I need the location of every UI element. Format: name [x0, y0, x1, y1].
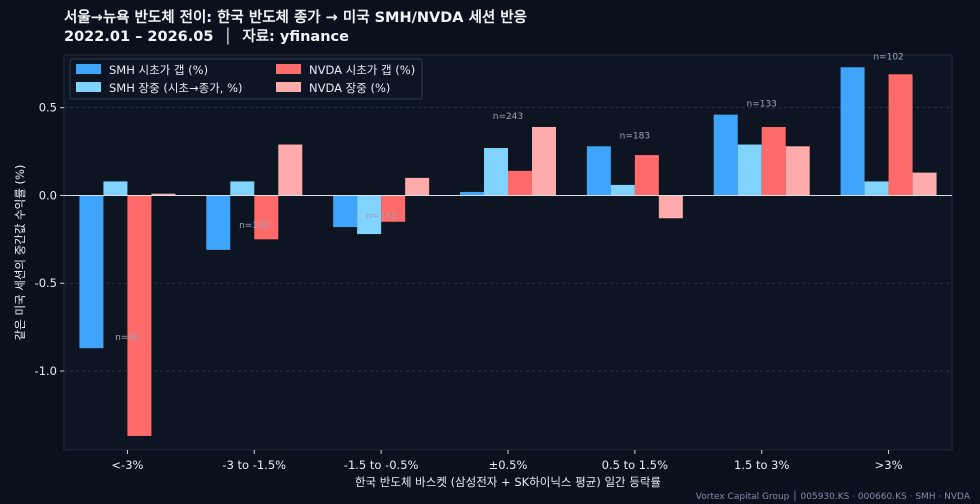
- bar-2-4: [484, 148, 508, 196]
- plot-area: [63, 54, 953, 451]
- bar-1-6: [713, 114, 738, 196]
- x-tick-label: 0.5 to 1.5%: [602, 458, 668, 472]
- legend-label-1: SMH 시초가 갭 (%): [109, 63, 208, 77]
- bar-3-3: [381, 195, 406, 222]
- bar-3-6: [761, 126, 786, 196]
- count-label: n=183: [620, 131, 650, 141]
- x-tick-label: 1.5 to 3%: [734, 458, 789, 472]
- x-tick-label: <-3%: [111, 458, 143, 472]
- bar-2-7: [864, 181, 889, 196]
- footer-text: Vortex Capital Group │ 005930.KS · 00066…: [696, 490, 971, 502]
- bar-4-4: [532, 126, 556, 196]
- bar-1-7: [840, 67, 865, 196]
- count-label: n=133: [746, 100, 776, 110]
- bar-1-3: [333, 195, 358, 228]
- x-tick-label: ±0.5%: [489, 458, 528, 472]
- bar-1-2: [206, 195, 231, 250]
- y-tick-label: 0.0: [39, 188, 57, 202]
- x-tick-label: >3%: [875, 458, 903, 472]
- bar-3-2: [254, 195, 279, 240]
- legend-box: [69, 58, 423, 100]
- bar-3-1: [127, 195, 152, 436]
- bar-2-2: [230, 181, 255, 196]
- bar-1-4: [460, 191, 484, 196]
- title-line-2: 2022.01 – 2026.05 │ 자료: yfinance: [64, 29, 349, 45]
- bar-3-4: [508, 170, 532, 196]
- bar-4-1: [151, 193, 176, 196]
- title-line-1: 서울→뉴욕 반도체 전이: 한국 반도체 종가 → 미국 SMH/NVDA 세션…: [64, 10, 527, 26]
- legend-label-3: NVDA 시초가 갭 (%): [309, 63, 415, 77]
- legend-label-2: SMH 장중 (시초→종가, %): [109, 81, 243, 95]
- legend-swatch-3: [276, 64, 301, 74]
- bars: [79, 67, 937, 436]
- y-tick-label: -1.0: [35, 364, 57, 378]
- bar-4-5: [658, 195, 683, 219]
- bar-1-1: [79, 195, 104, 349]
- bar-4-7: [912, 172, 937, 196]
- bar-2-3: [357, 195, 382, 235]
- bar-1-5: [586, 146, 611, 196]
- x-tick-label: -1.5 to -0.5%: [344, 458, 419, 472]
- legend-swatch-2: [76, 82, 101, 92]
- legend-label-4: NVDA 장중 (%): [309, 81, 390, 95]
- count-label: n=102: [873, 52, 903, 62]
- x-tick-label: -3 to -1.5%: [222, 458, 286, 472]
- y-tick-label: 0.5: [39, 101, 57, 115]
- bar-4-2: [278, 144, 303, 196]
- legend-swatch-4: [276, 82, 301, 92]
- bar-2-1: [103, 181, 128, 196]
- y-axis-label: 같은 미국 세션의 중간값 수익률 (%): [13, 165, 27, 341]
- count-label: n=60: [115, 333, 140, 343]
- legend: SMH 시초가 갭 (%) SMH 장중 (시초→종가, %) NVDA 시초가 갭…: [69, 58, 423, 100]
- bar-2-6: [737, 144, 762, 196]
- x-axis-label: 한국 반도체 바스켓 (삼성전자 + SK하이닉스 평균) 일간 등락률: [355, 475, 661, 489]
- count-label: n=130: [239, 221, 270, 231]
- count-label: n=243: [493, 112, 523, 122]
- y-tick-label: -0.5: [35, 276, 57, 290]
- bar-3-7: [888, 74, 913, 196]
- chart-title: 서울→뉴욕 반도체 전이: 한국 반도체 종가 → 미국 SMH/NVDA 세션…: [64, 9, 527, 47]
- count-label: n=173: [366, 212, 396, 222]
- bar-3-5: [634, 155, 659, 196]
- bar-4-6: [785, 146, 810, 196]
- bar-2-5: [610, 184, 635, 196]
- bar-4-3: [405, 177, 430, 196]
- legend-swatch-1: [76, 64, 101, 74]
